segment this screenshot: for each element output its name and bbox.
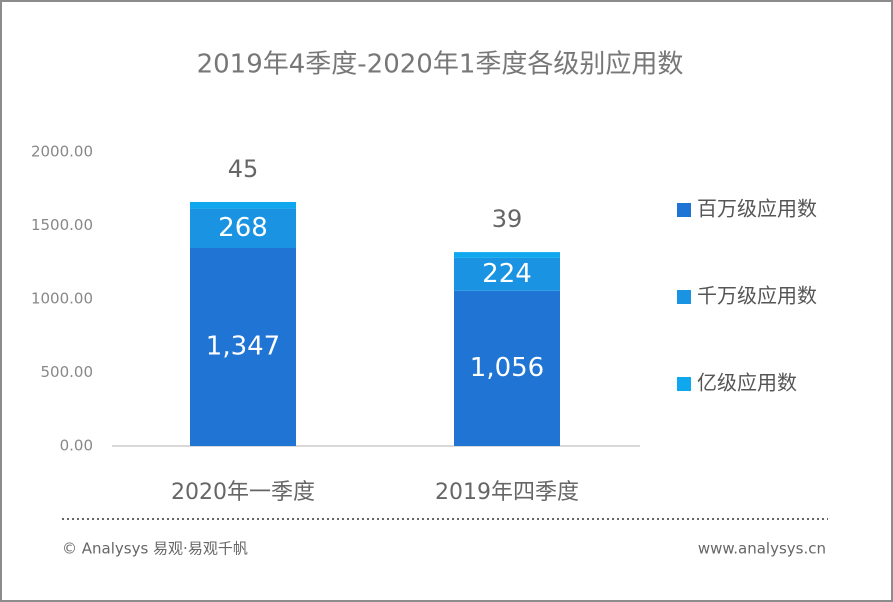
x-tick-label: 2019年四季度 — [435, 480, 579, 505]
bar-segment — [190, 201, 296, 209]
bar-segment — [454, 290, 560, 446]
value-label: 39 — [492, 205, 523, 233]
bar-segment — [190, 208, 296, 248]
y-tick-label: 1500.00 — [31, 216, 93, 234]
footer-right: www.analysys.cn — [698, 540, 826, 558]
y-tick-label: 2000.00 — [31, 143, 93, 161]
bar-segment — [454, 257, 560, 291]
value-label: 1,347 — [206, 331, 280, 361]
legend-swatch — [677, 290, 691, 304]
y-tick-label: 1000.00 — [31, 290, 93, 308]
y-tick-label: 0.00 — [60, 437, 93, 455]
bar-segment — [190, 247, 296, 446]
legend-label: 亿级应用数 — [697, 371, 797, 395]
legend-label: 百万级应用数 — [697, 197, 817, 221]
x-tick-label: 2020年一季度 — [171, 480, 315, 505]
chart-title: 2019年4季度-2020年1季度各级别应用数 — [197, 50, 684, 80]
value-label: 224 — [482, 259, 532, 289]
y-tick-label: 500.00 — [41, 363, 94, 381]
legend-swatch — [677, 377, 691, 391]
value-label: 268 — [218, 213, 268, 243]
value-label: 1,056 — [470, 353, 544, 383]
legend-swatch — [677, 203, 691, 217]
legend-label: 千万级应用数 — [697, 284, 817, 308]
value-label: 45 — [228, 155, 259, 183]
footer-left: © Analysys 易观·易观千帆 — [62, 540, 248, 558]
bar-segment — [454, 252, 560, 258]
